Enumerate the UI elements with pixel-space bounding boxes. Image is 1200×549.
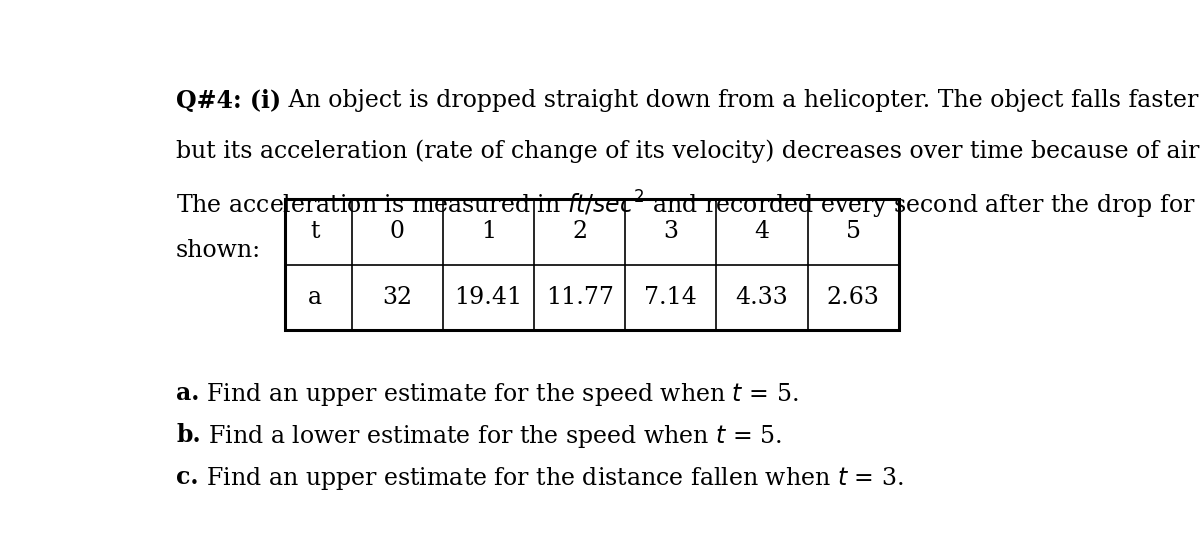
Text: 0: 0 <box>390 220 404 243</box>
Text: 7.14: 7.14 <box>644 286 697 309</box>
Bar <box>284 199 899 330</box>
Text: Find an upper estimate for the speed when $t$ = 5.: Find an upper estimate for the speed whe… <box>199 381 799 408</box>
Text: shown:: shown: <box>176 239 262 262</box>
Text: 4: 4 <box>755 220 769 243</box>
Text: but its acceleration (rate of change of its velocity) decreases over time becaus: but its acceleration (rate of change of … <box>176 139 1200 163</box>
Text: The acceleration is measured in $ft/sec^2$ and recorded every second after the d: The acceleration is measured in $ft/sec^… <box>176 189 1200 221</box>
Text: 19.41: 19.41 <box>455 286 522 309</box>
Text: 3: 3 <box>664 220 678 243</box>
Text: Q#4: (i): Q#4: (i) <box>176 89 281 113</box>
Text: 11.77: 11.77 <box>546 286 613 309</box>
Text: 5: 5 <box>846 220 860 243</box>
Text: c.: c. <box>176 466 198 489</box>
Text: 1: 1 <box>481 220 496 243</box>
Text: b.: b. <box>176 423 200 447</box>
Text: 2.63: 2.63 <box>827 286 880 309</box>
Text: Find a lower estimate for the speed when $t$ = 5.: Find a lower estimate for the speed when… <box>200 423 781 450</box>
Text: 32: 32 <box>383 286 413 309</box>
Text: 2: 2 <box>572 220 587 243</box>
Text: t: t <box>311 220 319 243</box>
Text: a.: a. <box>176 381 199 405</box>
Text: An object is dropped straight down from a helicopter. The object falls faster an: An object is dropped straight down from … <box>281 89 1200 112</box>
Text: a: a <box>308 286 322 309</box>
Text: 4.33: 4.33 <box>736 286 788 309</box>
Text: Find an upper estimate for the distance fallen when $t$ = 3.: Find an upper estimate for the distance … <box>198 466 904 492</box>
